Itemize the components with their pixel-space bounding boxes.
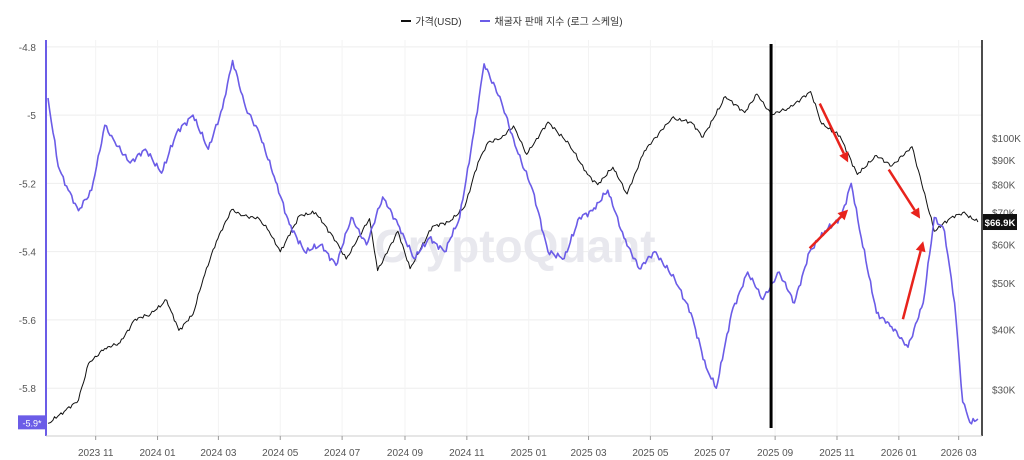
right-tick-label: $100K [992,134,1021,145]
x-tick-label: 2025 11 [819,448,855,459]
x-tick-label: 2025 05 [632,448,669,459]
x-tick-label: 2026 03 [941,448,978,459]
x-tick-label: 2025 09 [757,448,794,459]
left-tick-label: -5.4 [19,248,37,259]
x-tick-label: 2024 05 [262,448,299,459]
left-tick-label: -4.8 [19,43,37,54]
left-tick-label: -5.2 [19,179,37,190]
left-current-value: -5.9* [22,418,42,428]
red-arrow-head [839,151,849,163]
watermark: CryptoQuant [374,220,655,272]
x-tick-label: 2026 01 [881,448,918,459]
red-arrow-head [837,209,849,221]
red-arrow-shaft [808,215,842,250]
x-tick-label: 2025 07 [694,448,731,459]
badge-layer: -5.9* $66.9K [18,214,1017,430]
left-axis: -4.8 -5 -5.2 -5.4 -5.6 -5.8 [19,40,47,436]
legend: 가격(USD) 채굴자 판매 지수 (로그 스케일) [0,13,1024,28]
legend-label-miner-index: 채굴자 판매 지수 (로그 스케일) [494,17,623,28]
x-axis: 2023 11 2024 01 2024 03 2024 05 2024 07 2024 … [46,435,982,459]
x-tick-label: 2024 11 [449,448,485,459]
x-tick-label: 2023 11 [78,448,114,459]
left-tick-label: -5.6 [19,316,37,327]
right-tick-label: $40K [992,325,1016,336]
red-arrow-shaft [818,103,845,154]
x-tick-label: 2024 03 [200,448,237,459]
x-tick-label: 2024 07 [324,448,361,459]
legend-label-price: 가격(USD) [415,17,462,28]
right-tick-label: $30K [992,385,1016,396]
red-arrow-head [910,207,921,219]
red-arrow-head [915,241,926,253]
x-tick-label: 2025 03 [570,448,607,459]
left-current-badge [18,415,46,430]
annotation-layer [808,103,926,320]
legend-item-miner-index[interactable]: 채굴자 판매 지수 (로그 스케일) [480,13,623,28]
red-arrow-shaft [901,250,922,320]
legend-item-price[interactable]: 가격(USD) [401,13,462,28]
grid [46,40,982,436]
right-tick-label: $80K [992,181,1016,192]
legend-swatch-price [401,19,412,22]
right-tick-label: $60K [992,241,1016,252]
right-tick-label: $90K [992,156,1016,167]
left-tick-label: -5 [27,111,36,122]
left-tick-label: -5.8 [19,384,37,395]
x-tick-label: 2024 09 [387,448,424,459]
right-current-badge [983,214,1017,231]
right-axis: $100K$90K$80K$70K$60K$50K$40K$30K [981,40,1021,436]
right-current-value: $66.9K [985,218,1016,229]
right-tick-label: $50K [992,279,1016,290]
series-line-0 [47,91,979,424]
x-tick-label: 2024 01 [139,448,176,459]
legend-swatch-miner-index [480,19,491,22]
x-tick-label: 2025 01 [511,448,548,459]
red-arrow-shaft [887,168,916,211]
